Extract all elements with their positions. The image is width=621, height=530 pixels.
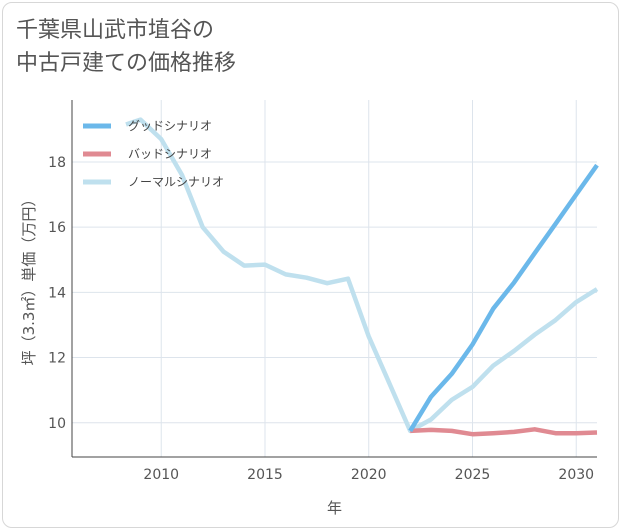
series-line-bad [410,427,598,437]
series-lines [125,117,599,437]
x-tick-label-2015: 2015 [247,467,283,483]
chart-title: 千葉県山武市埴谷の 中古戸建ての価格推移 [16,14,236,80]
tick-labels: 2010 2015 2020 2025 2030 10 12 14 16 18 [48,155,594,483]
chart-title-line-2: 中古戸建ての価格推移 [16,51,237,76]
x-axis-title: 年 [327,499,342,517]
y-axis-title: 坪（3.3㎡）単価（万円） [20,192,38,366]
y-tick-label-18: 18 [48,155,66,171]
chart-title-line-1: 千葉県山武市埴谷の [16,18,215,43]
series-line-normal [125,117,599,434]
x-tick-label-2025: 2025 [455,467,491,483]
y-tick-label-12: 12 [48,351,66,367]
y-tick-label-16: 16 [48,220,66,236]
legend-label-normal: ノーマルシナリオ [128,175,224,189]
legend-label-bad: バッドシナリオ [128,147,212,161]
x-tick-label-2010: 2010 [143,467,179,483]
grid-lines [72,100,597,457]
x-tick-label-2030: 2030 [558,467,594,483]
x-tick-label-2020: 2020 [351,467,387,483]
series-line-good [408,163,599,433]
y-tick-label-10: 10 [48,416,66,432]
plot-area [72,100,597,457]
y-tick-label-14: 14 [48,285,66,301]
axes [71,100,597,458]
legend-label-good: グッドシナリオ [128,119,212,133]
